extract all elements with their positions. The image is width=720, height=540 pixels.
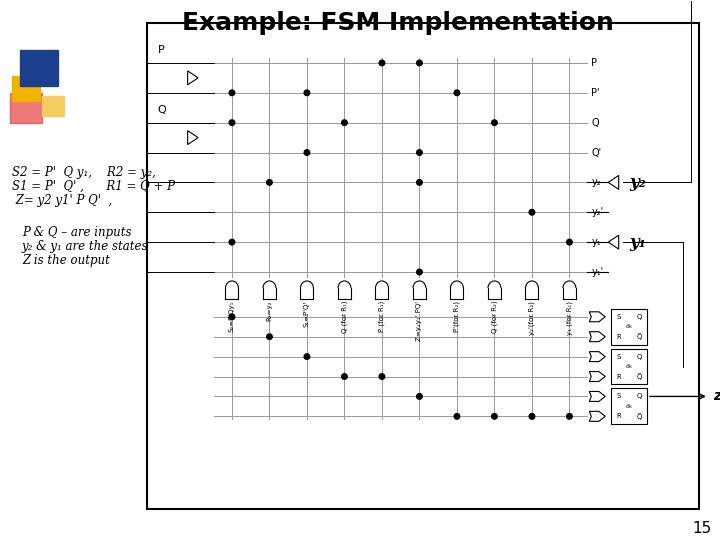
Polygon shape	[608, 235, 618, 249]
Text: P'(for R₂): P'(for R₂)	[454, 301, 460, 332]
Text: S: S	[616, 354, 621, 360]
Circle shape	[417, 269, 422, 275]
Polygon shape	[590, 372, 606, 381]
Text: P & Q – are inputs: P & Q – are inputs	[22, 226, 132, 239]
Text: S₂=P'Qy₁: S₂=P'Qy₁	[229, 301, 235, 332]
Circle shape	[417, 60, 422, 66]
Text: clk: clk	[626, 404, 633, 409]
Circle shape	[229, 90, 235, 96]
Text: R: R	[616, 413, 621, 420]
Bar	[611, 309, 647, 345]
Text: Q̅: Q̅	[636, 333, 642, 340]
Circle shape	[342, 374, 347, 379]
Bar	[20, 50, 58, 86]
Text: y₂: y₂	[591, 178, 601, 187]
Circle shape	[342, 120, 347, 125]
Circle shape	[229, 120, 235, 125]
Text: 15: 15	[692, 521, 711, 536]
Circle shape	[417, 394, 422, 399]
Polygon shape	[188, 71, 198, 85]
Circle shape	[266, 180, 272, 185]
Polygon shape	[590, 332, 606, 342]
Text: z: z	[713, 389, 720, 403]
Circle shape	[492, 414, 498, 419]
Bar	[611, 349, 647, 384]
Polygon shape	[590, 411, 606, 421]
Text: P: P	[591, 58, 598, 68]
Circle shape	[379, 60, 384, 66]
Text: y₂: y₂	[629, 174, 646, 191]
Text: clk: clk	[626, 364, 633, 369]
Text: Q (for R₁): Q (for R₁)	[341, 301, 348, 333]
Text: y₂ & y₁ are the states: y₂ & y₁ are the states	[22, 240, 148, 253]
Circle shape	[379, 374, 384, 379]
Text: Q (for R₂): Q (for R₂)	[491, 301, 498, 334]
Bar	[611, 388, 647, 424]
Text: Q̅: Q̅	[636, 413, 642, 420]
Bar	[148, 23, 699, 509]
Text: S1 = P'  Q' ,      R1 = Q + P: S1 = P' Q' , R1 = Q + P	[12, 180, 175, 193]
Text: y₁ (for R₁): y₁ (for R₁)	[566, 301, 572, 335]
Text: R₂=y₂: R₂=y₂	[266, 301, 272, 321]
Circle shape	[454, 90, 459, 96]
Text: y₁: y₁	[629, 234, 646, 251]
Text: Q: Q	[157, 105, 166, 114]
Text: y₁: y₁	[591, 237, 601, 247]
Text: Example: FSM Implementation: Example: FSM Implementation	[182, 11, 614, 35]
Text: Q: Q	[636, 354, 642, 360]
Text: P: P	[158, 45, 165, 55]
Text: S2 = P'  Q y₁,    R2 = y₂,: S2 = P' Q y₁, R2 = y₂,	[12, 166, 156, 179]
Circle shape	[304, 150, 310, 156]
Text: S: S	[616, 394, 621, 400]
Circle shape	[229, 314, 235, 320]
Text: Q: Q	[636, 314, 642, 320]
Circle shape	[567, 239, 572, 245]
Polygon shape	[188, 131, 198, 145]
Text: y₂': y₂'	[591, 207, 603, 217]
Circle shape	[266, 334, 272, 340]
Text: S: S	[616, 314, 621, 320]
Text: S₁=P'Q': S₁=P'Q'	[304, 301, 310, 327]
Text: P': P'	[591, 88, 600, 98]
Circle shape	[492, 120, 498, 125]
Text: Q: Q	[636, 394, 642, 400]
Text: P (for R₁): P (for R₁)	[379, 301, 385, 332]
Text: Z=y₂y₁' PQ': Z=y₂y₁' PQ'	[416, 301, 423, 341]
Polygon shape	[608, 176, 618, 190]
Circle shape	[229, 239, 235, 245]
Circle shape	[304, 354, 310, 360]
Polygon shape	[590, 352, 606, 362]
Polygon shape	[590, 312, 606, 322]
Circle shape	[567, 414, 572, 419]
Text: y₂'(for R₂): y₂'(for R₂)	[528, 301, 535, 335]
Text: R: R	[616, 334, 621, 340]
Circle shape	[417, 150, 422, 156]
Bar	[10, 93, 42, 123]
Circle shape	[529, 210, 535, 215]
Circle shape	[454, 414, 459, 419]
Text: clk: clk	[626, 324, 633, 329]
Text: Z= y2 y1' P Q'  ,: Z= y2 y1' P Q' ,	[12, 194, 112, 207]
Text: Q: Q	[591, 118, 599, 127]
Text: Z is the output: Z is the output	[22, 254, 109, 267]
Circle shape	[304, 90, 310, 96]
Text: R: R	[616, 374, 621, 380]
Text: Q': Q'	[591, 147, 601, 158]
Polygon shape	[590, 392, 606, 401]
Text: Q̅: Q̅	[636, 373, 642, 380]
Bar	[12, 76, 40, 101]
Bar	[42, 96, 63, 116]
Text: y₁': y₁'	[591, 267, 603, 277]
Circle shape	[529, 414, 535, 419]
Circle shape	[417, 180, 422, 185]
